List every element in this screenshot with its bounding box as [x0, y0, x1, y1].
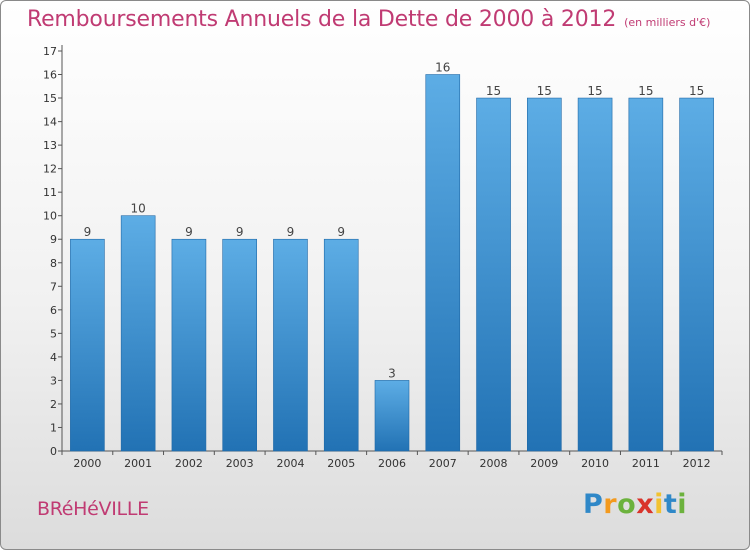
x-tick-label: 2012 [683, 457, 711, 470]
bar [476, 97, 511, 452]
x-tick-label: 2010 [581, 457, 609, 470]
y-tick-label: 11 [43, 186, 57, 199]
y-tick-label: 15 [43, 92, 57, 105]
bar-value-label: 16 [435, 61, 450, 75]
y-tick-label: 6 [50, 304, 57, 317]
bar-value-label: 9 [337, 225, 345, 239]
bar-value-label: 15 [587, 84, 602, 98]
bar-value-label: 15 [689, 84, 704, 98]
y-tick-label: 4 [50, 351, 57, 364]
chart-title-text: Remboursements Annuels de la Dette de 20… [27, 7, 617, 32]
bar [120, 215, 156, 452]
y-tick-label: 9 [50, 233, 57, 246]
bar-value-label: 10 [131, 202, 146, 216]
y-tick-label: 7 [50, 280, 57, 293]
commune-name: BRéHéVILLE [37, 498, 149, 520]
y-tick-label: 8 [50, 257, 57, 270]
logo-letter: o [617, 489, 637, 520]
bars [70, 74, 714, 452]
x-tick-label: 2008 [480, 457, 508, 470]
x-tick-label: 2003 [226, 457, 254, 470]
y-tick-label: 3 [50, 374, 57, 387]
y-tick-label: 0 [50, 445, 57, 458]
y-tick-label: 12 [43, 163, 57, 176]
bar [527, 97, 562, 452]
y-tick-label: 10 [43, 210, 57, 223]
y-tick-label: 14 [43, 116, 57, 129]
bar-value-label: 9 [287, 225, 295, 239]
y-tick-label: 17 [43, 45, 57, 58]
bar [628, 97, 664, 452]
logo-letter: P [583, 489, 604, 520]
bar [171, 238, 207, 452]
bar-value-label: 9 [84, 225, 92, 239]
bar [70, 238, 105, 452]
bar [273, 238, 308, 452]
proxiti-logo: Proxiti [583, 489, 687, 520]
x-tick-label: 2009 [530, 457, 558, 470]
y-tick-label: 13 [43, 139, 57, 152]
y-tick-label: 1 [50, 421, 57, 434]
bar [374, 380, 410, 452]
bar-value-label: 3 [388, 366, 396, 380]
bar-value-label: 9 [236, 225, 244, 239]
bar [222, 238, 257, 452]
x-tick-label: 2005 [327, 457, 355, 470]
x-tick-label: 2004 [276, 457, 304, 470]
chart-title: Remboursements Annuels de la Dette de 20… [27, 7, 710, 32]
logo-letter: x [636, 489, 655, 520]
y-tick-label: 16 [43, 69, 57, 82]
bar-value-label: 9 [185, 225, 193, 239]
labels: 0123456789101112131415161720009200110200… [43, 45, 711, 470]
bar [577, 97, 613, 452]
x-tick-label: 2006 [378, 457, 406, 470]
bar [323, 238, 359, 452]
chart-unit-note: (en milliers d'€) [624, 16, 711, 29]
x-tick-label: 2007 [429, 457, 457, 470]
y-tick-label: 2 [50, 398, 57, 411]
logo-letter: i [654, 489, 664, 520]
bar-value-label: 15 [486, 84, 501, 98]
x-tick-label: 2002 [175, 457, 203, 470]
bar [679, 97, 714, 452]
logo-letter: r [603, 489, 618, 520]
bar-value-label: 15 [537, 84, 552, 98]
bar-value-label: 15 [638, 84, 653, 98]
x-tick-label: 2000 [73, 457, 101, 470]
y-tick-label: 5 [50, 327, 57, 340]
bar [425, 74, 461, 452]
logo-letter: t [663, 489, 678, 520]
logo-letter: i [677, 489, 688, 520]
x-tick-label: 2001 [124, 457, 152, 470]
x-tick-label: 2011 [632, 457, 660, 470]
